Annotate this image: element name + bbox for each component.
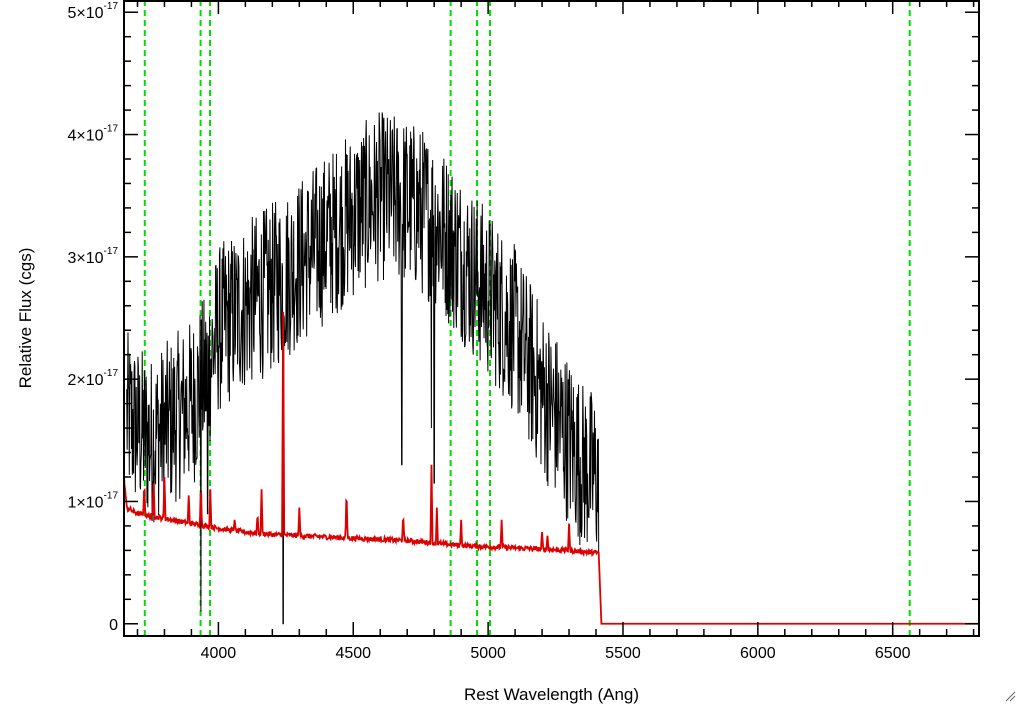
black-spectrum-line: [126, 112, 600, 625]
x-axis-title: Rest Wavelength (Ang): [464, 685, 639, 704]
x-ticks: 4000 4500 5000 5500 6000 6500: [136, 0, 975, 662]
x-tick-label: 4000: [201, 645, 237, 662]
resize-grip-icon[interactable]: [1004, 690, 1016, 702]
y-tick-label: 5×10-17: [68, 1, 119, 22]
x-tick-label: 5000: [470, 645, 506, 662]
plot-frame: [123, 0, 980, 637]
y-tick-label: 3×10-17: [68, 246, 119, 267]
y-tick-label: 1×10-17: [68, 490, 119, 511]
red-continuum-series: [123, 311, 979, 625]
x-tick-label: 4500: [335, 645, 371, 662]
black-spectrum-series: [126, 112, 600, 625]
x-tick-label: 6500: [875, 645, 911, 662]
y-tick-label: 0: [109, 617, 118, 634]
y-tick-label: 2×10-17: [68, 368, 119, 389]
x-tick-label: 6000: [740, 645, 776, 662]
y-tick-label: 4×10-17: [68, 124, 119, 145]
red-continuum-line: [123, 311, 979, 625]
y-axis-title: Relative Flux (cgs): [16, 248, 35, 389]
y-ticks: 0 1×10-17 2×10-17 3×10-17 4×10-17 5×10-17: [68, 1, 979, 634]
x-tick-label: 5500: [605, 645, 641, 662]
